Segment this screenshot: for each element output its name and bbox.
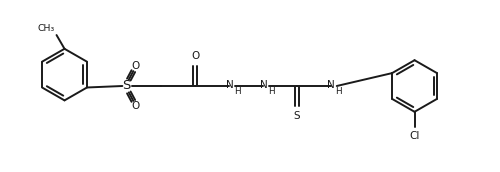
Text: N: N	[328, 80, 335, 90]
Text: CH₃: CH₃	[38, 24, 55, 33]
Text: O: O	[131, 101, 140, 111]
Text: H: H	[234, 87, 240, 96]
Text: O: O	[191, 51, 200, 61]
Text: H: H	[336, 87, 342, 96]
Text: N: N	[260, 80, 268, 90]
Text: S: S	[122, 79, 130, 93]
Text: H: H	[268, 87, 274, 96]
Text: S: S	[294, 111, 300, 121]
Text: Cl: Cl	[410, 131, 420, 141]
Text: N: N	[226, 80, 234, 90]
Text: O: O	[131, 61, 140, 71]
